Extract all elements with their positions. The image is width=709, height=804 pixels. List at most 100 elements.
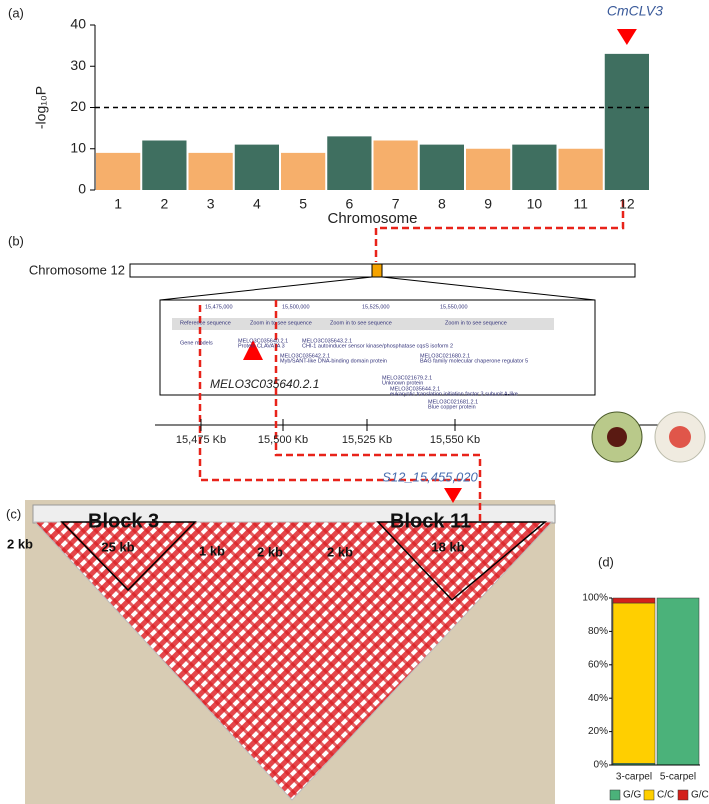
x-tick-label: 4 bbox=[253, 196, 261, 212]
browser-text: 15,500,000 bbox=[282, 304, 310, 310]
axis-label: 15,475 Kb bbox=[176, 434, 226, 446]
y-tick-label: 40% bbox=[588, 693, 608, 704]
chromosome-signal bbox=[142, 140, 187, 190]
chromosome-signal bbox=[96, 152, 141, 190]
fruit-image bbox=[607, 427, 627, 447]
block-size: 2 kb bbox=[327, 544, 353, 559]
chromosome-signal bbox=[419, 144, 464, 190]
browser-text: Zoom in to see sequence bbox=[445, 320, 507, 326]
legend-swatch bbox=[677, 789, 689, 801]
gene-marker bbox=[243, 340, 263, 360]
x-tick-label: 5-carpel bbox=[660, 772, 696, 783]
chromosome-signal bbox=[466, 148, 511, 190]
chromosome-label: Chromosome 12 bbox=[29, 262, 125, 277]
bar-segment bbox=[612, 597, 656, 604]
y-tick-label: 80% bbox=[588, 626, 608, 637]
browser-text: MELO3C035642.2.1 bbox=[280, 353, 330, 359]
browser-text: Unknown protein bbox=[382, 380, 423, 386]
browser-text: eukaryotic translation initiation factor… bbox=[390, 391, 518, 397]
x-tick-label: 11 bbox=[573, 196, 588, 212]
chromosome-signal bbox=[327, 136, 372, 190]
bar-segment bbox=[656, 597, 700, 766]
block-size: 18 kb bbox=[431, 539, 464, 554]
x-tick-label: 3 bbox=[207, 196, 215, 212]
y-tick-label: 20% bbox=[588, 726, 608, 737]
x-tick-label: 3-carpel bbox=[616, 772, 652, 783]
chromosome-signal bbox=[512, 144, 557, 190]
chromosome-signal bbox=[281, 152, 326, 190]
ld-block bbox=[60, 521, 197, 592]
chromosome-signal bbox=[604, 53, 649, 190]
x-tick-label: 10 bbox=[527, 196, 543, 212]
legend-label: G/C bbox=[691, 790, 709, 801]
browser-text: Zoom in to see sequence bbox=[250, 320, 312, 326]
browser-text: 15,550,000 bbox=[440, 304, 468, 310]
chromosome-signal bbox=[188, 152, 233, 190]
y-tick-label: 0 bbox=[78, 181, 86, 197]
connector bbox=[374, 200, 625, 262]
browser-text: Reference sequence bbox=[180, 320, 231, 326]
y-tick-label: 0% bbox=[594, 760, 609, 771]
browser-text: Protein CLAVATA 3 bbox=[238, 343, 285, 349]
connector bbox=[274, 300, 482, 535]
browser-text: 15,525,000 bbox=[362, 304, 390, 310]
x-tick-label: 12 bbox=[619, 196, 635, 212]
browser-text: CHI-1 autoinducer sensor kinase/phosphat… bbox=[302, 343, 453, 349]
y-tick-label: 30 bbox=[70, 57, 86, 73]
x-tick-label: 2 bbox=[160, 196, 168, 212]
browser-text: MELO3C035643.2.1 bbox=[302, 338, 352, 344]
reference-track bbox=[172, 318, 554, 330]
fruit-image bbox=[669, 426, 691, 448]
annotation-marker bbox=[616, 29, 637, 45]
gene-label: MELO3C035640.2.1 bbox=[210, 377, 319, 391]
panel-label: (a) bbox=[8, 5, 24, 20]
x-axis-label: Chromosome bbox=[327, 210, 417, 227]
chromosome-signal bbox=[373, 140, 418, 190]
x-tick-label: 1 bbox=[114, 196, 122, 212]
y-axis-label: -log₁₀P bbox=[33, 86, 49, 129]
connector bbox=[198, 305, 470, 482]
panel-label: (b) bbox=[8, 233, 24, 248]
browser-text: MELO3C035644.2.1 bbox=[390, 386, 440, 392]
axis-label: 15,525 Kb bbox=[342, 434, 392, 446]
panel-label: (d) bbox=[598, 554, 614, 569]
chromosome-signal bbox=[234, 144, 279, 190]
x-tick-label: 5 bbox=[299, 196, 307, 212]
panel-label: (c) bbox=[6, 506, 21, 521]
block-size: 2 kb bbox=[7, 536, 33, 551]
browser-text: Zoom in to see sequence bbox=[330, 320, 392, 326]
browser-text: Gene models bbox=[180, 340, 213, 346]
block-size: 2 kb bbox=[257, 544, 283, 559]
zoom-line bbox=[159, 276, 373, 301]
x-tick-label: 6 bbox=[345, 196, 353, 212]
browser-text: Myb/SANT-like DNA-binding domain protein bbox=[280, 358, 387, 364]
block-label: Block 3 bbox=[88, 510, 159, 532]
block-size: 1 kb bbox=[199, 543, 225, 558]
bar-segment bbox=[612, 602, 656, 764]
y-tick-label: 100% bbox=[582, 593, 608, 604]
y-tick-label: 10 bbox=[70, 139, 86, 155]
zoom-line bbox=[381, 276, 596, 301]
browser-text: 15,475,000 bbox=[205, 304, 233, 310]
snp-marker bbox=[444, 488, 462, 503]
browser-text: MELO3C021680.2.1 bbox=[420, 353, 470, 359]
browser-box bbox=[159, 299, 596, 396]
ld-heatmap bbox=[33, 521, 554, 801]
browser-text: MELO3C021679.2.1 bbox=[382, 375, 432, 381]
y-tick-label: 60% bbox=[588, 659, 608, 670]
browser-text: MELO3C021681.2.1 bbox=[428, 399, 478, 405]
ld-block bbox=[376, 521, 548, 602]
browser-text: Blue copper protein bbox=[428, 404, 476, 410]
legend-swatch bbox=[643, 789, 655, 801]
region-highlight bbox=[371, 263, 383, 278]
browser-text: BAG family molecular chaperone regulator… bbox=[420, 358, 528, 364]
y-tick-label: 40 bbox=[70, 16, 86, 32]
block-size: 25 kb bbox=[101, 539, 134, 554]
chromosome-signal bbox=[558, 148, 603, 190]
x-tick-label: 8 bbox=[438, 196, 446, 212]
x-tick-label: 7 bbox=[392, 196, 400, 212]
axis-label: 15,500 Kb bbox=[258, 434, 308, 446]
legend-label: G/G bbox=[623, 790, 642, 801]
legend-label: C/C bbox=[657, 790, 674, 801]
axis-label: 15,550 Kb bbox=[430, 434, 480, 446]
